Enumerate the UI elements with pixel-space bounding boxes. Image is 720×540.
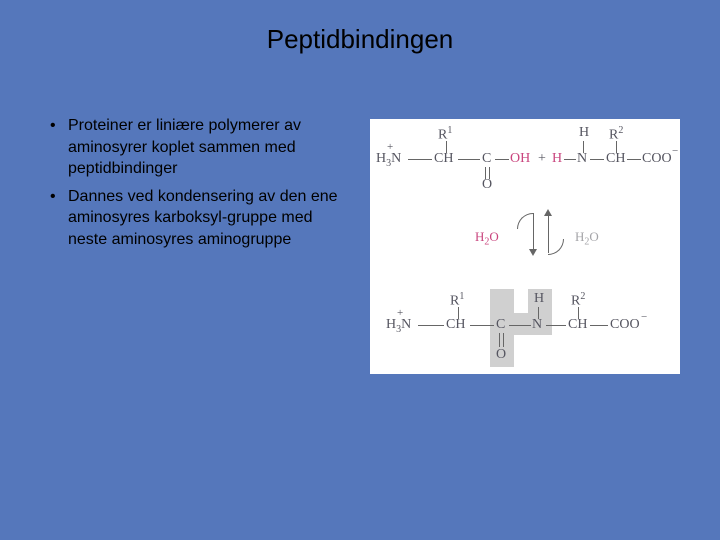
label-ch: CH: [434, 151, 453, 167]
list-item: • Proteiner er liniære polymerer av amin…: [50, 115, 350, 180]
bond-icon: [470, 325, 494, 326]
label-n: N: [577, 151, 587, 167]
label-neg: −: [641, 311, 647, 323]
label-neg: −: [672, 145, 678, 157]
label-h-pink: H: [552, 151, 562, 167]
bullet-column: • Proteiner er liniære polymerer av amin…: [50, 115, 350, 374]
curve-icon: [548, 239, 564, 255]
label-h2o-left: H2O: [475, 229, 499, 248]
label-o: O: [496, 347, 506, 363]
label-ch: CH: [446, 317, 465, 333]
label-h-top: H: [579, 125, 589, 141]
label-o: O: [482, 177, 492, 193]
diagram-column: RR¹1 H3N + CH C OH + H N H: [370, 119, 680, 374]
bond-icon: [503, 333, 504, 347]
label-r2: R2: [571, 291, 585, 310]
list-item: • Dannes ved kondensering av den ene ami…: [50, 186, 350, 251]
bond-icon: [590, 159, 604, 160]
bond-icon: [458, 159, 480, 160]
bond-icon: [583, 141, 584, 153]
arrow-stem-icon: [533, 213, 534, 251]
label-plus-charge: +: [397, 307, 403, 319]
label-r2: R2: [609, 125, 623, 144]
bond-icon: [418, 325, 444, 326]
label-c: C: [482, 151, 491, 167]
bond-icon: [499, 333, 500, 347]
label-h3n: H3N: [376, 151, 401, 169]
bond-icon: [538, 307, 539, 319]
bond-icon: [509, 325, 531, 326]
arrow-up-icon: [544, 209, 552, 216]
content-row: • Proteiner er liniære polymerer av amin…: [0, 55, 720, 374]
bond-icon: [564, 159, 576, 160]
label-n: N: [532, 317, 542, 333]
bond-icon: [495, 159, 509, 160]
label-plus: +: [538, 151, 546, 167]
chemistry-diagram: RR¹1 H3N + CH C OH + H N H: [370, 119, 680, 374]
bullet-text: Dannes ved kondensering av den ene amino…: [68, 186, 350, 251]
bond-icon: [546, 325, 566, 326]
bullet-dot-icon: •: [50, 186, 68, 251]
label-oh: OH: [510, 151, 530, 167]
curve-icon: [517, 213, 533, 229]
label-coo: COO: [642, 151, 672, 167]
label-h2o-right: H2O: [575, 229, 599, 248]
label-ch: CH: [606, 151, 625, 167]
label-c: C: [496, 317, 505, 333]
label-ch: CH: [568, 317, 587, 333]
label-plus-charge: +: [387, 141, 393, 153]
bullet-dot-icon: •: [50, 115, 68, 180]
label-h: H: [534, 291, 544, 307]
page-title: Peptidbindingen: [0, 0, 720, 55]
arrow-down-icon: [529, 249, 537, 256]
bond-icon: [408, 159, 432, 160]
label-h3n: H3N: [386, 317, 411, 335]
bond-icon: [590, 325, 608, 326]
bond-icon: [627, 159, 641, 160]
bullet-text: Proteiner er liniære polymerer av aminos…: [68, 115, 350, 180]
label-coo: COO: [610, 317, 640, 333]
